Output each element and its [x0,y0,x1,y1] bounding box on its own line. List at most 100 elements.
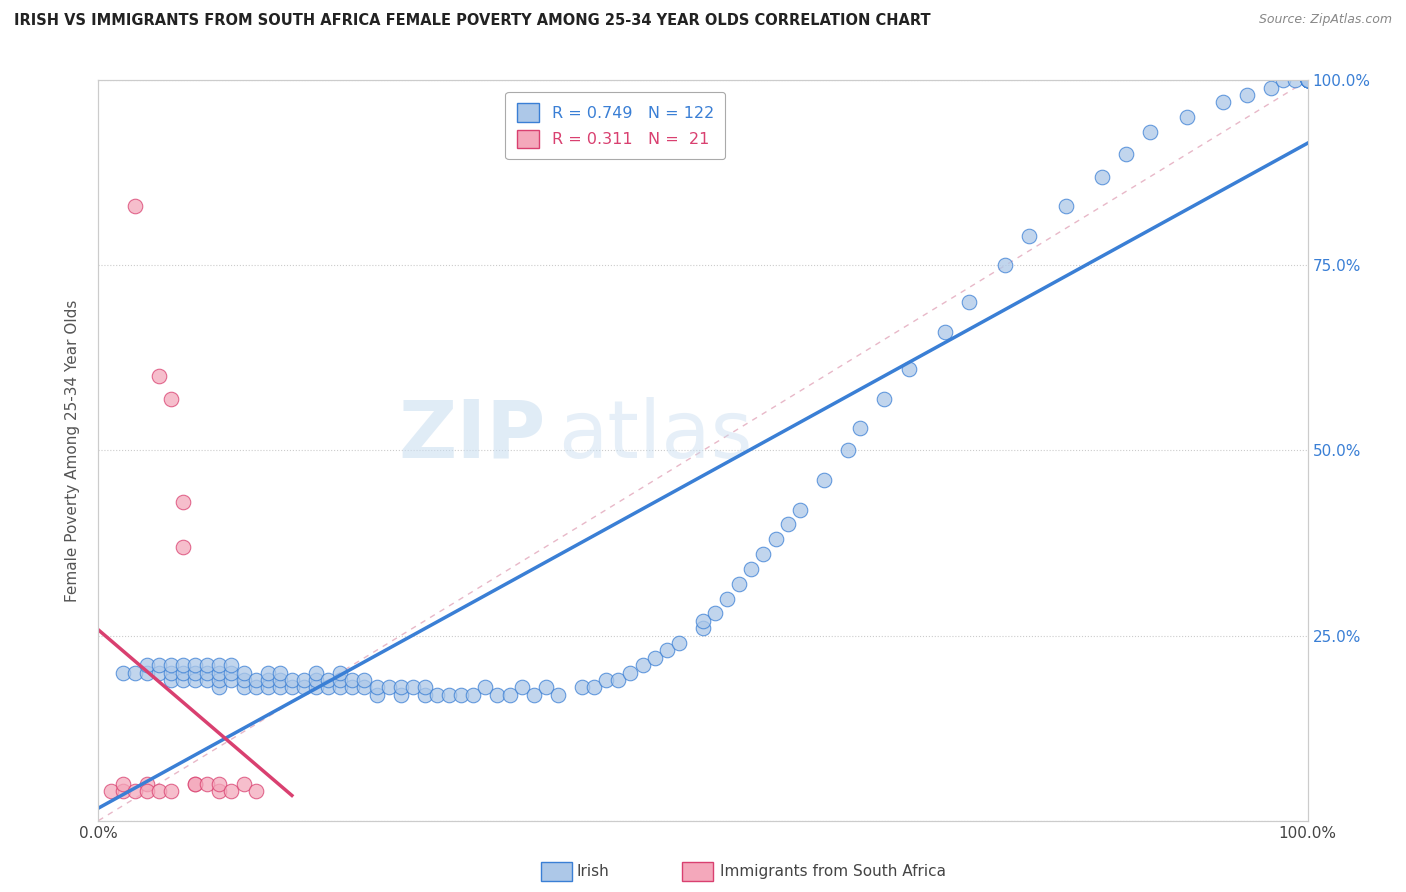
Point [1175,111,1198,125]
Point [1139,125,1161,139]
Point [172,658,194,673]
Point [329,665,352,680]
Text: Source: ZipAtlas.com: Source: ZipAtlas.com [1258,13,1392,27]
Point [377,681,399,695]
Point [413,681,436,695]
Point [160,673,183,687]
Point [1296,73,1319,87]
Point [789,502,811,516]
Point [1260,80,1282,95]
Text: Immigrants from South Africa: Immigrants from South Africa [720,864,946,879]
Point [195,673,218,687]
Text: ZIP: ZIP [398,397,546,475]
Point [353,681,375,695]
Point [957,295,980,310]
Point [172,540,194,554]
Point [1296,73,1319,87]
Point [269,665,291,680]
Point [124,199,146,213]
Point [1284,73,1306,87]
Point [292,681,315,695]
Point [245,673,267,687]
Point [668,636,690,650]
Point [813,473,835,487]
Point [1115,147,1137,161]
Point [124,665,146,680]
Point [1296,73,1319,87]
Point [232,776,254,791]
Point [595,673,617,687]
Point [184,776,207,791]
Point [329,681,352,695]
Point [256,681,278,695]
Y-axis label: Female Poverty Among 25-34 Year Olds: Female Poverty Among 25-34 Year Olds [65,300,80,601]
Point [366,681,388,695]
Point [353,673,375,687]
Point [1296,73,1319,87]
Point [160,784,183,798]
Point [221,658,243,673]
Point [172,673,194,687]
Point [437,688,460,702]
Point [208,665,231,680]
Point [316,673,339,687]
Point [281,681,304,695]
Point [1236,88,1258,103]
Point [256,673,278,687]
Point [474,681,496,695]
Point [510,681,533,695]
Point [195,665,218,680]
Point [1296,73,1319,87]
Point [135,658,157,673]
Point [486,688,509,702]
Point [184,776,207,791]
Point [195,658,218,673]
Point [655,643,678,657]
Point [716,591,738,606]
Point [342,681,364,695]
Point [1296,73,1319,87]
Point [1296,73,1319,87]
Point [1272,73,1295,87]
Point [1296,73,1319,87]
Point [245,784,267,798]
Point [269,681,291,695]
Point [450,688,472,702]
Point [160,658,183,673]
Point [1054,199,1077,213]
Point [765,533,787,547]
Point [619,665,641,680]
Point [124,784,146,798]
Point [208,673,231,687]
Point [740,562,762,576]
Point [316,681,339,695]
Point [413,688,436,702]
Point [305,681,328,695]
Point [752,547,775,561]
Point [208,658,231,673]
Point [1296,73,1319,87]
Point [837,443,859,458]
Point [232,665,254,680]
Point [256,665,278,680]
Point [148,369,170,384]
Point [100,784,122,798]
Point [934,325,956,339]
Point [292,673,315,687]
Point [1212,95,1234,110]
Point [232,681,254,695]
Point [704,607,727,621]
Point [184,673,207,687]
Point [135,665,157,680]
Point [305,665,328,680]
Point [1296,73,1319,87]
Point [728,576,751,591]
Point [160,665,183,680]
Point [547,688,569,702]
Point [426,688,449,702]
Point [135,784,157,798]
Point [366,688,388,702]
Text: Irish: Irish [576,864,609,879]
Point [342,673,364,687]
Point [111,784,134,798]
